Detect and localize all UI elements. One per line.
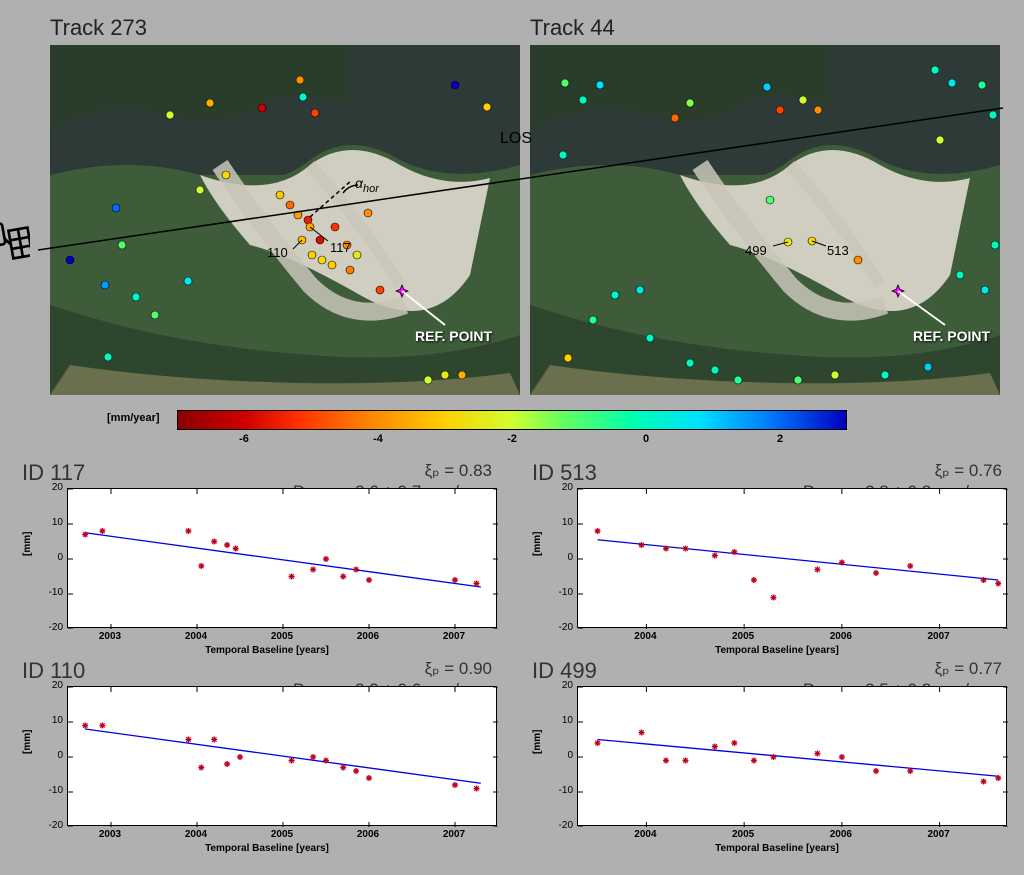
y-axis-label: [mm] (22, 532, 33, 556)
xi-value: ξₚ = 0.76 (803, 460, 1002, 481)
y-tick: 20 (33, 482, 63, 493)
y-tick: -10 (543, 785, 573, 796)
map-left: REF. POINT117110 (50, 45, 520, 395)
chart-box (67, 686, 497, 826)
x-axis-label: Temporal Baseline [years] (12, 645, 522, 656)
colorbar-tick: -4 (373, 433, 383, 445)
y-tick: -20 (33, 622, 63, 633)
y-tick: 10 (33, 517, 63, 528)
y-tick: 20 (543, 482, 573, 493)
y-tick: -10 (543, 587, 573, 598)
satellite-icon (0, 200, 30, 270)
y-tick: 0 (543, 552, 573, 563)
colorbar-tick: -6 (239, 433, 249, 445)
colorbar-tick: 0 (643, 433, 649, 445)
y-tick: 20 (543, 680, 573, 691)
x-tick: 2007 (443, 631, 465, 642)
x-axis-label: Temporal Baseline [years] (522, 843, 1024, 854)
x-tick: 2004 (185, 829, 207, 840)
y-tick: 10 (33, 715, 63, 726)
x-tick: 2007 (927, 829, 949, 840)
y-tick: 20 (33, 680, 63, 691)
y-tick: -20 (543, 622, 573, 633)
chart-cell: ID 513 ξₚ = 0.76 Dʟᴏs = -2.8 ± 0.8 mm/ye… (522, 458, 1024, 656)
colorbar-unit: [mm/year] (107, 412, 160, 424)
y-tick: 0 (33, 552, 63, 563)
x-tick: 2003 (99, 829, 121, 840)
chart-box (577, 488, 1007, 628)
chart-cell: ID 499 ξₚ = 0.77 Dʟᴏs = -2.5 ± 0.8 mm/ye… (522, 656, 1024, 854)
y-tick: -10 (33, 785, 63, 796)
x-tick: 2004 (185, 631, 207, 642)
x-tick: 2005 (271, 829, 293, 840)
x-tick: 2005 (271, 631, 293, 642)
xi-value: ξₚ = 0.90 (292, 658, 492, 679)
y-axis-label: [mm] (22, 730, 33, 754)
map-panel-right: Track 44 REF. POINT513499 (530, 15, 1000, 395)
colorbar-ticks: -6 -4 -2 0 2 (177, 430, 847, 448)
x-tick: 2007 (443, 829, 465, 840)
colorbar-tick: -2 (507, 433, 517, 445)
x-tick: 2005 (732, 631, 754, 642)
chart-box (67, 488, 497, 628)
colorbar-row: [mm/year] -6 -4 -2 0 2 (10, 395, 1014, 453)
map-title-right: Track 44 (530, 15, 1000, 41)
x-axis-label: Temporal Baseline [years] (12, 843, 522, 854)
map-title-left: Track 273 (50, 15, 520, 41)
xi-value: ξₚ = 0.77 (803, 658, 1002, 679)
y-tick: -20 (543, 820, 573, 831)
chart-box (577, 686, 1007, 826)
map-panel-left: Track 273 REF. POINT117110 (50, 15, 520, 395)
y-axis-label: [mm] (532, 730, 543, 754)
figure-container: Track 273 REF. POINT117110 Track 44 REF.… (0, 0, 1024, 875)
colorbar-tick: 2 (777, 433, 783, 445)
x-tick: 2006 (357, 631, 379, 642)
x-tick: 2003 (99, 631, 121, 642)
y-axis-label: [mm] (532, 532, 543, 556)
y-tick: 0 (543, 750, 573, 761)
y-tick: -20 (33, 820, 63, 831)
chart-cell: ID 110 ξₚ = 0.90 Dʟᴏs = -3.3 ± 0.6 mm/ye… (12, 656, 522, 854)
charts-grid: ID 117 ξₚ = 0.83 Dʟᴏs = -3.6 ± 0.7 mm/ye… (10, 453, 1014, 854)
x-tick: 2004 (634, 631, 656, 642)
map-right: REF. POINT513499 (530, 45, 1000, 395)
maps-row: Track 273 REF. POINT117110 Track 44 REF.… (10, 10, 1014, 395)
x-tick: 2006 (830, 829, 852, 840)
xi-value: ξₚ = 0.83 (291, 460, 492, 481)
chart-cell: ID 117 ξₚ = 0.83 Dʟᴏs = -3.6 ± 0.7 mm/ye… (12, 458, 522, 656)
x-tick: 2006 (830, 631, 852, 642)
x-tick: 2006 (357, 829, 379, 840)
y-tick: 10 (543, 517, 573, 528)
x-axis-label: Temporal Baseline [years] (522, 645, 1024, 656)
x-tick: 2004 (634, 829, 656, 840)
y-tick: 10 (543, 715, 573, 726)
x-tick: 2007 (927, 631, 949, 642)
colorbar (177, 410, 847, 430)
x-tick: 2005 (732, 829, 754, 840)
y-tick: 0 (33, 750, 63, 761)
y-tick: -10 (33, 587, 63, 598)
